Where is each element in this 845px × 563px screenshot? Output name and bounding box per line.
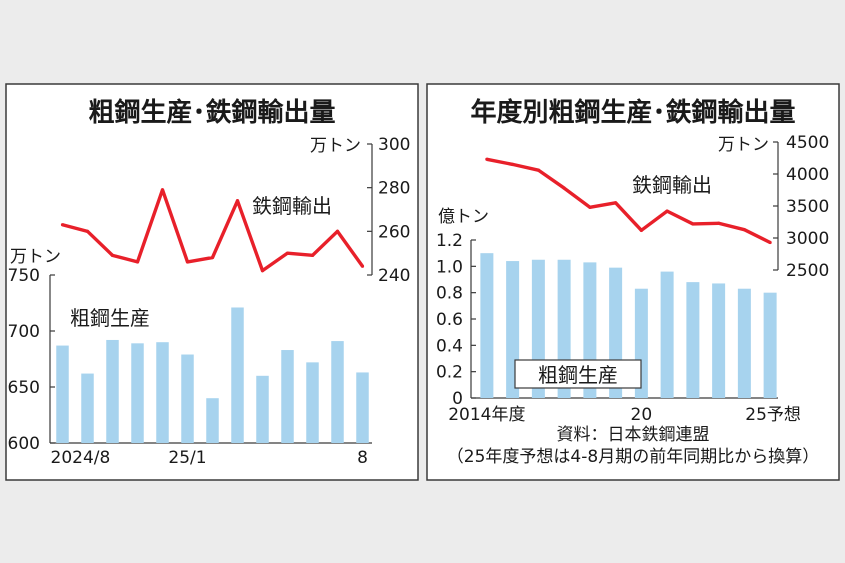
left-left-unit: 万トン [10, 247, 61, 267]
x-tick-label: 2014年度 [448, 405, 525, 425]
bar-left-4 [156, 342, 169, 443]
bar-left-7 [231, 307, 244, 443]
left-line-series-label: 鉄鋼輸出 [252, 194, 332, 218]
export-point-right-11 [768, 240, 772, 245]
y-tick-label-left: 600 [8, 434, 40, 454]
export-point-right-1 [511, 162, 515, 166]
export-point-right-0 [485, 157, 489, 161]
x-tick-label: 20 [631, 405, 653, 425]
y-tick-label-left: 0.8 [436, 284, 463, 304]
right-left-unit: 億トン [438, 207, 489, 227]
export-point-left-10 [310, 253, 315, 257]
y-tick-label-left: 700 [8, 322, 40, 342]
right-panel-frame [426, 83, 840, 481]
export-point-left-3 [135, 260, 140, 264]
left-panel: 粗鋼生産･鉄鋼輸出量 万トン 万トン 600 650 700 750 240 260 280… [5, 83, 419, 481]
y-tick-label-right: 3000 [786, 229, 829, 249]
left-title: 粗鋼生産･鉄鋼輸出量 [88, 97, 335, 128]
y-tick-label-right: 4500 [786, 133, 829, 153]
bar-right-8 [686, 282, 700, 398]
bar-left-3 [131, 343, 144, 443]
y-tick-label-right: 2500 [786, 261, 829, 281]
export-point-right-2 [536, 168, 540, 172]
export-point-right-6 [639, 228, 643, 232]
bar-left-6 [206, 398, 219, 443]
left-bar-series-label: 粗鋼生産 [70, 306, 150, 330]
export-point-right-5 [614, 201, 618, 205]
x-tick-label: 25/1 [168, 448, 206, 468]
export-point-left-6 [210, 255, 215, 260]
export-point-right-8 [691, 222, 695, 226]
export-point-right-3 [562, 186, 566, 190]
export-point-right-4 [588, 205, 592, 209]
bar-left-5 [181, 354, 194, 443]
bar-right-10 [737, 288, 751, 398]
x-tick-label: 2024/8 [51, 448, 111, 468]
bar-left-10 [306, 362, 319, 443]
right-line-series-label: 鉄鋼輸出 [632, 173, 712, 197]
y-tick-label-left: 650 [8, 378, 40, 398]
right-bar-series-label: 粗鋼生産 [538, 363, 618, 387]
y-tick-label-left: 0 [452, 389, 463, 409]
y-tick-label-left: 0.2 [436, 363, 463, 383]
right-title: 年度別粗鋼生産･鉄鋼輸出量 [470, 97, 795, 128]
bar-left-2 [106, 339, 119, 443]
bar-right-7 [660, 271, 674, 398]
right-note: （25年度予想は4-8月期の前年同期比から換算） [447, 447, 819, 467]
export-point-left-9 [285, 251, 290, 255]
bar-left-9 [281, 350, 294, 443]
export-point-right-9 [717, 221, 721, 225]
export-point-left-12 [360, 264, 365, 268]
export-line-right [486, 157, 771, 245]
bar-left-8 [256, 375, 269, 443]
y-tick-label-left: 1.0 [436, 257, 463, 277]
bar-left-1 [81, 373, 94, 443]
y-tick-label-right: 280 [378, 179, 410, 199]
export-point-left-1 [85, 229, 90, 233]
bar-right-11 [763, 292, 777, 398]
y-tick-label-left: 1.2 [436, 231, 463, 251]
y-tick-label-right: 240 [378, 266, 410, 286]
right-source: 資料：日本鉄鋼連盟 [557, 425, 710, 445]
export-point-left-5 [185, 260, 190, 264]
export-point-right-10 [742, 228, 746, 232]
y-tick-label-right: 300 [378, 135, 410, 155]
bar-left-12 [356, 372, 369, 443]
export-point-left-2 [110, 253, 115, 257]
x-tick-label: 25予想 [745, 405, 801, 425]
bar-left-11 [331, 341, 344, 443]
right-panel: 年度別粗鋼生産･鉄鋼輸出量 億トン 万トン 0 0.2 0.4 0.6 0.8 1.0 1.… [426, 83, 840, 481]
export-point-right-7 [665, 209, 669, 213]
export-point-left-4 [160, 188, 165, 192]
y-tick-label-right: 260 [378, 222, 410, 242]
bar-left-0 [56, 345, 69, 443]
bar-right-9 [712, 283, 726, 398]
y-tick-label-left: 0.4 [436, 336, 463, 356]
right-right-unit: 万トン [718, 135, 769, 155]
y-tick-label-left: 750 [8, 266, 40, 286]
x-tick-label: 8 [357, 448, 368, 468]
y-tick-label-left: 0.6 [436, 310, 463, 330]
export-point-left-8 [260, 269, 265, 273]
left-right-unit: 万トン [310, 136, 361, 156]
export-point-left-0 [60, 223, 65, 227]
right-bar-series-labelbox [514, 359, 642, 389]
y-tick-label-right: 3500 [786, 197, 829, 217]
bar-right-0 [480, 253, 494, 398]
export-point-left-7 [235, 199, 240, 203]
export-point-left-11 [335, 229, 340, 233]
y-tick-label-right: 4000 [786, 165, 829, 185]
